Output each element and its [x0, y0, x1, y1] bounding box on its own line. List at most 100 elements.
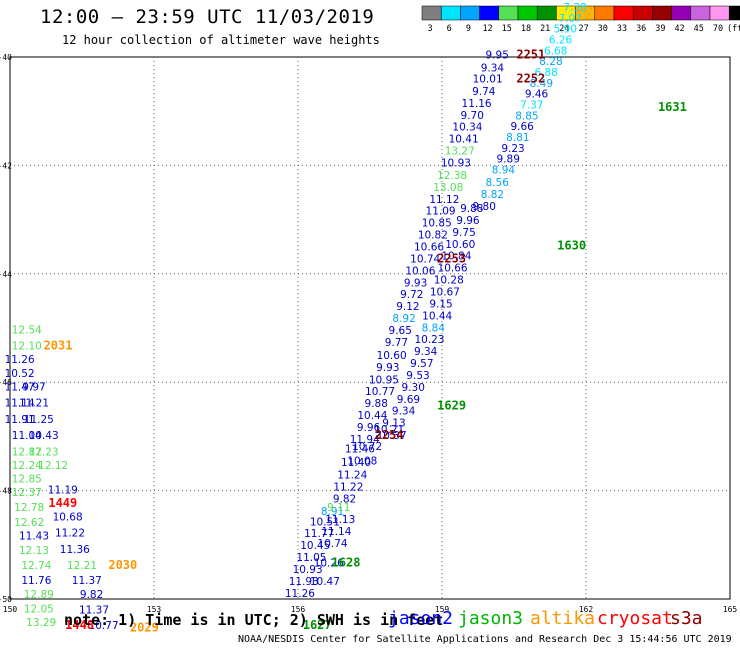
scale-swatch: [728, 5, 740, 21]
wave-height-label: 9.46: [525, 89, 549, 101]
pass-time-label: 2252: [516, 71, 545, 85]
wave-height-label: 9.77: [385, 337, 408, 349]
wave-height-label: 9.72: [400, 289, 423, 301]
wave-height-label: 8.82: [481, 189, 504, 201]
scale-label: 6: [447, 24, 452, 34]
scale-swatch: [479, 5, 500, 21]
scale-swatch: [652, 5, 672, 21]
wave-height-label: 13.29: [26, 617, 56, 629]
wave-height-label: 10.41: [449, 134, 479, 146]
wave-height-label: 12.89: [24, 589, 54, 601]
units-note: note: 1) Time is in UTC; 2) SWH is in fe…: [64, 611, 444, 629]
wave-height-label: 10.01: [473, 73, 503, 85]
wave-height-label: 8.81: [506, 132, 529, 144]
wave-height-label: 10.28: [434, 275, 464, 287]
satellite-label-altika: altika: [530, 608, 596, 629]
wave-height-label: 9.13: [382, 418, 405, 430]
wave-height-label: 10.68: [53, 511, 83, 523]
scale-label: 36: [636, 24, 646, 34]
wave-height-label: 9.95: [486, 50, 509, 62]
wave-height-label: 8.92: [392, 313, 415, 325]
wave-height-label: 9.70: [461, 110, 484, 122]
wave-height-label: 10.08: [347, 456, 377, 468]
pass-time-label: 1628: [332, 555, 361, 569]
wave-height-label: 11.43: [19, 530, 49, 542]
scale-label: 33: [617, 24, 627, 34]
pass-time-label: 1449: [48, 496, 77, 510]
wave-height-label: 7.07: [558, 13, 581, 25]
wave-height-label: 9.34: [414, 346, 438, 358]
wave-height-label: 11.21: [19, 398, 49, 410]
wave-height-label: 11.47: [5, 381, 35, 393]
wave-height-label: 12.38: [437, 170, 467, 182]
wave-height-label: 9.15: [429, 298, 452, 310]
wave-height-label: 6.88: [534, 67, 557, 79]
wave-height-label: 12.21: [67, 560, 97, 572]
pass-annotations: 2251 2252 1631 2253 1630 2031 1629 2254 1449 2030…: [44, 48, 687, 635]
wave-height-label: 11.26: [5, 354, 35, 366]
wave-height-label: 12.10: [12, 341, 42, 353]
x-tick-label: 165: [723, 605, 738, 614]
wave-height-label: 7.37: [520, 99, 543, 111]
wave-height-label: 12.78: [14, 502, 44, 514]
wave-height-label: 9.57: [410, 358, 433, 370]
wave-height-label: 9.96: [357, 422, 381, 434]
scale-label: (ft): [727, 24, 740, 34]
wave-height-label: 12.37: [12, 487, 42, 499]
wave-height-label: 13.08: [433, 182, 463, 194]
data-points: 9.959.3410.019.7411.169.7010.3410.4113.2…: [5, 0, 592, 632]
wave-height-label: 9.80: [473, 201, 496, 213]
scale-label: 21: [540, 24, 550, 34]
wave-height-label: 9.65: [389, 325, 412, 337]
scale-label: 45: [694, 24, 704, 34]
scale-label: 39: [655, 24, 665, 34]
wave-height-label: 12.24: [12, 460, 42, 472]
wave-height-label: 10.26: [314, 557, 344, 569]
wave-height-label: 10.85: [422, 218, 452, 230]
scale-swatch: [632, 5, 653, 21]
scale-label: 30: [598, 24, 608, 34]
wave-height-label: 9.89: [497, 154, 520, 166]
wave-height-label: 10.06: [405, 265, 435, 277]
wave-height-label: 9.82: [80, 589, 103, 601]
wave-height-label: 9.34: [392, 406, 416, 418]
scale-label: 12: [482, 24, 492, 34]
wave-height-label: 10.93: [441, 157, 471, 169]
footer-credit: NOAA/NESDIS Center for Satellite Applica…: [238, 634, 732, 645]
pass-time-label: 2031: [44, 339, 73, 353]
y-tick-label: -50: [0, 595, 12, 604]
wave-height-label: 10.44: [422, 310, 452, 322]
wave-height-label: 9.53: [406, 370, 429, 382]
wave-height-label: 6.68: [544, 45, 567, 57]
wave-height-label: 9.30: [402, 382, 425, 394]
wave-height-label: 8.85: [515, 110, 538, 122]
wave-height-label: 9.82: [333, 494, 356, 506]
plot-frame: [9, 56, 731, 600]
scale-label: 24: [559, 24, 569, 34]
chart-title: 12:00 – 23:59 UTC 11/03/2019: [40, 6, 375, 28]
wave-height-label: 11.14: [321, 526, 351, 538]
pass-time-label: 1630: [557, 238, 586, 252]
y-tick-label: -40: [0, 53, 12, 62]
wave-height-label: 9.23: [501, 143, 524, 155]
wave-height-label: 9.74: [472, 86, 496, 98]
wave-height-label: 10.77: [89, 620, 119, 632]
wave-height-label: 10.93: [293, 564, 323, 576]
chart-subtitle: 12 hour collection of altimeter wave hei…: [62, 33, 380, 47]
wave-height-label: 12.12: [38, 460, 68, 472]
scale-swatch: [594, 5, 615, 21]
wave-height-label: 11.40: [341, 457, 371, 469]
wave-height-label: 9.12: [396, 301, 419, 313]
wave-height-label: 10.95: [369, 374, 399, 386]
y-tick-label: -42: [0, 161, 12, 170]
scale-label: 15: [502, 24, 512, 34]
wave-height-label: 10.74: [318, 538, 348, 550]
x-tick-label: 162: [579, 605, 594, 614]
wave-height-label: 12.62: [14, 517, 44, 529]
wave-height-label: 5.90: [554, 24, 577, 36]
wave-height-label: 9.69: [397, 394, 420, 406]
wave-height-label: 11.94: [350, 434, 380, 446]
wave-height-label: 9.88: [365, 398, 388, 410]
wave-height-label: 10.37: [377, 430, 407, 442]
wave-height-label: 9.34: [481, 63, 505, 75]
